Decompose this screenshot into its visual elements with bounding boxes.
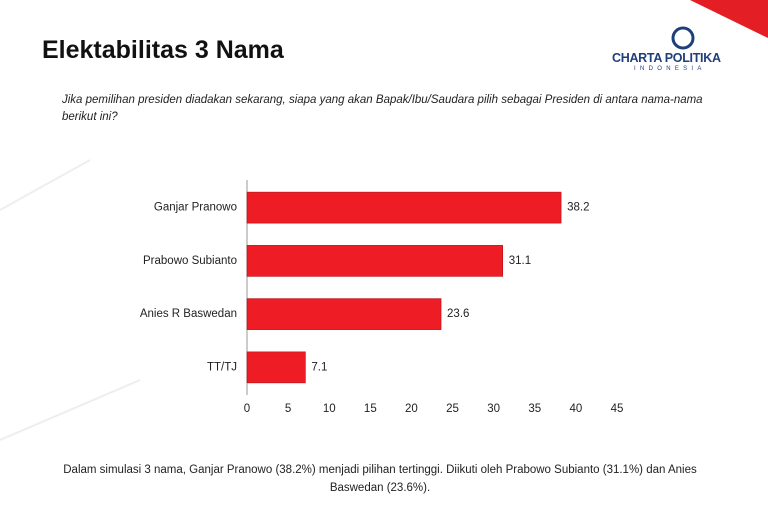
x-tick-label: 30 [487,403,500,415]
y-tick-label: TT/TJ [207,361,237,373]
y-tick-label: Ganjar Pranowo [154,202,237,214]
chart-note: Dalam simulasi 3 nama, Ganjar Pranowo (3… [63,464,697,494]
corner-decoration [690,0,768,38]
logo-name: CHARTA POLITIKA [612,51,721,65]
decoration [0,159,91,211]
x-tick-label: 40 [569,403,582,415]
chart-subtitle: Jika pemilihan presiden diadakan sekaran… [62,94,703,123]
bar [246,351,306,384]
x-tick-label: 45 [611,403,624,415]
x-tick-label: 5 [285,403,291,415]
x-tick-label: 20 [405,403,418,415]
x-tick-label: 10 [323,403,336,415]
value-label: 7.1 [311,361,327,373]
logo-mark [671,26,695,50]
bar [246,191,562,224]
bar [246,298,442,330]
chart-title: Elektabilitas 3 Nama [42,36,284,64]
x-tick-label: 25 [446,403,459,415]
value-label: 31.1 [509,255,531,267]
decoration [0,379,141,441]
x-tick-label: 0 [244,403,250,415]
x-tick-label: 35 [528,403,541,415]
y-tick-label: Prabowo Subianto [143,255,237,267]
bar [246,245,504,277]
y-tick-label: Anies R Baswedan [140,308,237,320]
x-tick-label: 15 [364,403,377,415]
logo-country: INDONESIA [634,66,706,72]
value-label: 23.6 [447,308,469,320]
value-label: 38.2 [567,202,589,214]
